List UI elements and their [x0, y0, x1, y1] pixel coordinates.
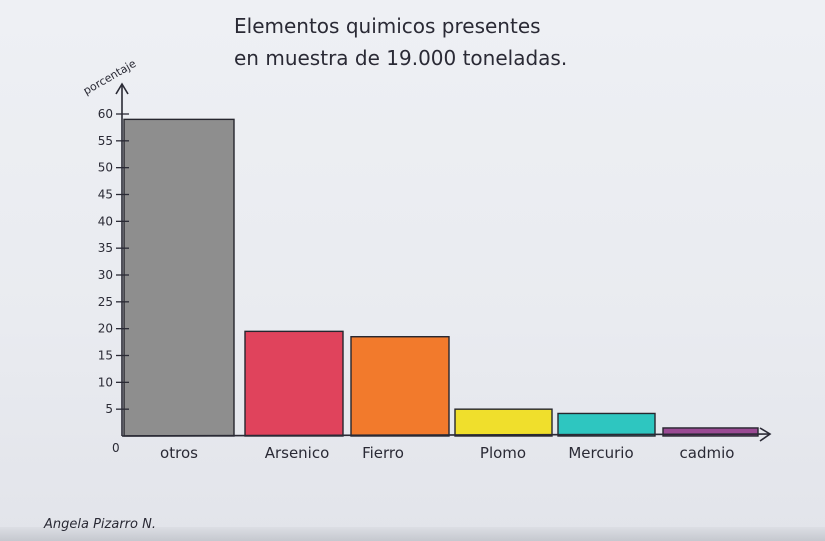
x-tick-label: otros [160, 444, 198, 462]
y-tick-label: 20 [98, 322, 113, 336]
paper-edge [0, 527, 825, 541]
y-tick-label: 40 [98, 214, 113, 228]
x-tick-label: cadmio [680, 444, 735, 462]
y-tick-label: 35 [98, 241, 113, 255]
y-tick-label: 10 [98, 375, 113, 389]
y-tick-label: 5 [105, 402, 113, 416]
y-tick-label: 60 [98, 107, 113, 121]
y-axis-label: porcentaje [81, 57, 139, 98]
chart-title-line2: en muestra de 19.000 toneladas. [234, 46, 567, 70]
chart-title-line1: Elementos quimicos presentes [234, 14, 541, 38]
bar-mercurio [557, 412, 656, 437]
y-tick-label: 15 [98, 349, 113, 363]
x-axis-line [121, 433, 771, 437]
bar-cadmio [662, 427, 759, 437]
y-tick-label: 30 [98, 268, 113, 282]
y-tick-label: 25 [98, 295, 113, 309]
bar-fierro [350, 336, 450, 437]
bar-otros [123, 118, 235, 437]
author-signature: Angela Pizarro N. [43, 517, 156, 532]
y-tick-label: 55 [98, 134, 113, 148]
x-tick-label: Plomo [480, 444, 526, 462]
y-tick-label: 45 [98, 188, 113, 202]
x-tick-label: Fierro [362, 444, 404, 462]
x-tick-label: Mercurio [568, 444, 633, 462]
bar-plomo [454, 408, 553, 437]
x-axis-arrow [759, 427, 772, 442]
x-tick-label: Arsenico [265, 444, 330, 462]
y-tick-label: 50 [98, 161, 113, 175]
y-axis-arrow [115, 82, 129, 95]
bar-arsenico [244, 330, 344, 437]
origin-label: 0 [112, 441, 120, 455]
